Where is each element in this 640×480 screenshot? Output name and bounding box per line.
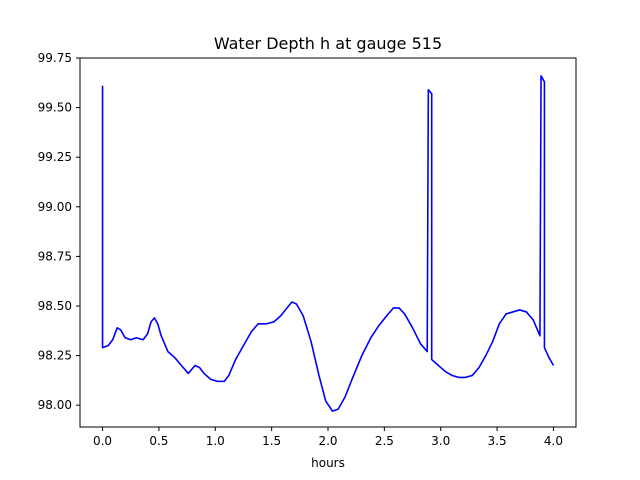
chart-title: Water Depth h at gauge 515 xyxy=(214,34,442,53)
x-tick-label: 2.0 xyxy=(318,434,337,448)
series-line-water-depth xyxy=(101,75,555,412)
x-tick-label: 1.5 xyxy=(262,434,281,448)
x-tick-label: 0.5 xyxy=(149,434,168,448)
series-layer xyxy=(101,75,555,412)
y-tick-label: 98.25 xyxy=(38,349,72,363)
y-tick-label: 98.75 xyxy=(38,249,72,263)
x-axis-ticks: 0.0 0.5 1.0 1.5 2.0 2.5 3.0 3.5 4.0 xyxy=(93,427,563,448)
y-tick-label: 99.75 xyxy=(38,51,72,65)
x-tick-label: 3.5 xyxy=(488,434,507,448)
y-axis-ticks: 98.00 98.25 98.50 98.75 99.00 99.25 99.50 99.75 xyxy=(38,51,80,412)
y-tick-label: 99.50 xyxy=(38,101,72,115)
x-tick-label: 2.5 xyxy=(375,434,394,448)
x-tick-label: 0.0 xyxy=(93,434,112,448)
y-tick-label: 98.50 xyxy=(38,299,72,313)
x-tick-label: 3.0 xyxy=(431,434,450,448)
x-axis-label: hours xyxy=(311,456,345,470)
x-tick-label: 4.0 xyxy=(544,434,563,448)
y-tick-label: 98.00 xyxy=(38,398,72,412)
y-tick-label: 99.00 xyxy=(38,200,72,214)
y-tick-label: 99.25 xyxy=(38,150,72,164)
x-tick-label: 1.0 xyxy=(206,434,225,448)
